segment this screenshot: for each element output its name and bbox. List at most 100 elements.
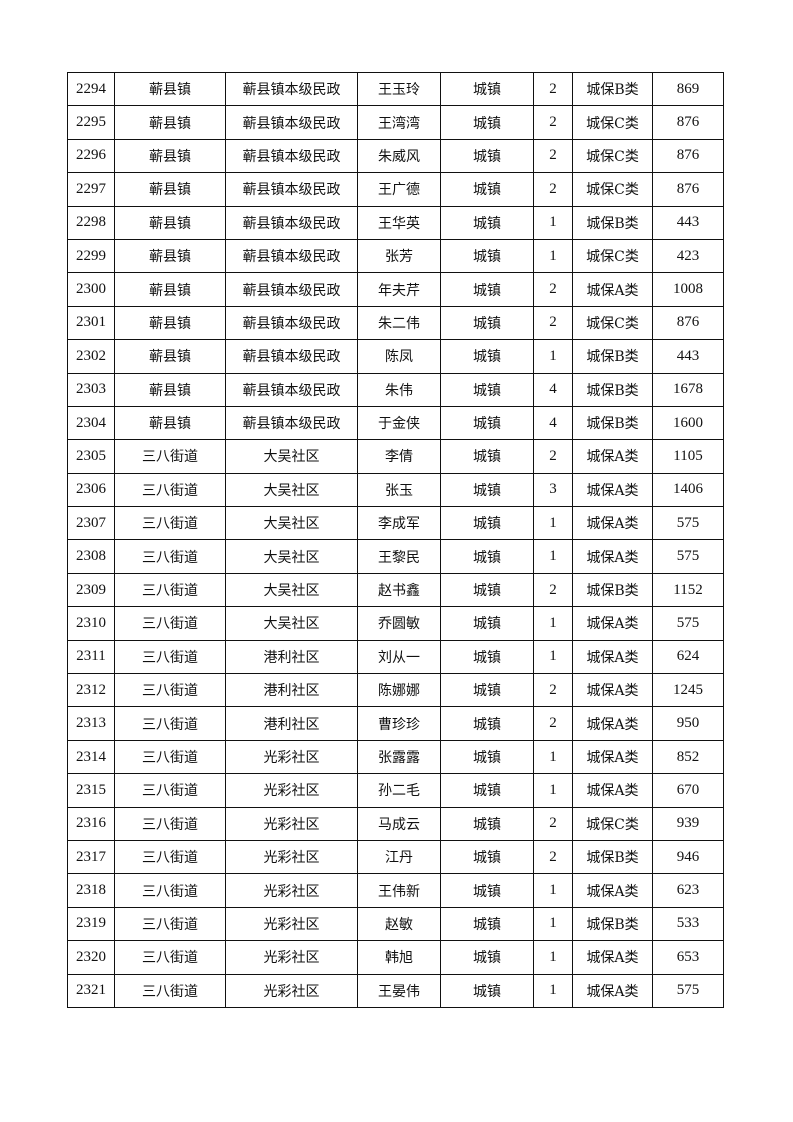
household-size-cell: 4 [533, 405, 573, 441]
name-cell: 李成军 [357, 506, 441, 541]
name-cell: 王华英 [357, 205, 441, 240]
town-cell: 蕲县镇 [114, 238, 226, 274]
amount-cell: 1245 [652, 673, 724, 708]
household-size-cell: 2 [533, 105, 573, 140]
area-type-cell: 城镇 [440, 506, 534, 541]
household-size-cell: 1 [533, 205, 573, 240]
amount-cell: 1105 [652, 439, 724, 474]
table-row: 2296 蕲县镇 蕲县镇本级民政 朱威风 城镇 2 城保C类 876 [67, 138, 724, 174]
category-cell: 城保B类 [572, 572, 653, 608]
area-type-cell: 城镇 [440, 172, 534, 207]
name-cell: 王广德 [357, 172, 441, 207]
name-cell: 王伟新 [357, 873, 441, 908]
row-number-cell: 2313 [67, 706, 115, 741]
area-type-cell: 城镇 [440, 773, 534, 808]
row-number-cell: 2300 [67, 272, 115, 307]
category-cell: 城保A类 [572, 439, 653, 474]
town-cell: 三八街道 [114, 572, 226, 608]
town-cell: 蕲县镇 [114, 272, 226, 307]
community-cell: 光彩社区 [225, 739, 358, 775]
community-cell: 大吴社区 [225, 572, 358, 608]
town-cell: 蕲县镇 [114, 138, 226, 174]
household-size-cell: 1 [533, 539, 573, 574]
area-type-cell: 城镇 [440, 105, 534, 140]
table-row: 2314 三八街道 光彩社区 张露露 城镇 1 城保A类 852 [67, 739, 724, 775]
category-cell: 城保B类 [572, 71, 653, 107]
household-size-cell: 2 [533, 71, 573, 107]
name-cell: 陈娜娜 [357, 673, 441, 708]
row-number-cell: 2294 [67, 71, 115, 107]
table-row: 2318 三八街道 光彩社区 王伟新 城镇 1 城保A类 623 [67, 873, 724, 908]
table-row: 2294 蕲县镇 蕲县镇本级民政 王玉玲 城镇 2 城保B类 869 [67, 71, 724, 107]
row-number-cell: 2302 [67, 339, 115, 374]
name-cell: 张露露 [357, 739, 441, 775]
records-table: 2294 蕲县镇 蕲县镇本级民政 王玉玲 城镇 2 城保B类 869 2295 蕲县镇 蕲县镇本级民… [67, 71, 724, 1008]
row-number-cell: 2315 [67, 773, 115, 808]
name-cell: 朱二伟 [357, 305, 441, 341]
row-number-cell: 2306 [67, 472, 115, 508]
area-type-cell: 城镇 [440, 706, 534, 741]
community-cell: 蕲县镇本级民政 [225, 272, 358, 307]
town-cell: 蕲县镇 [114, 339, 226, 374]
category-cell: 城保C类 [572, 305, 653, 341]
row-number-cell: 2320 [67, 940, 115, 975]
community-cell: 光彩社区 [225, 839, 358, 875]
amount-cell: 443 [652, 205, 724, 240]
town-cell: 三八街道 [114, 472, 226, 508]
category-cell: 城保B类 [572, 339, 653, 374]
town-cell: 蕲县镇 [114, 372, 226, 407]
category-cell: 城保A类 [572, 673, 653, 708]
row-number-cell: 2307 [67, 506, 115, 541]
community-cell: 光彩社区 [225, 773, 358, 808]
community-cell: 光彩社区 [225, 806, 358, 841]
category-cell: 城保C类 [572, 806, 653, 841]
row-number-cell: 2319 [67, 906, 115, 942]
area-type-cell: 城镇 [440, 739, 534, 775]
table-row: 2320 三八街道 光彩社区 韩旭 城镇 1 城保A类 653 [67, 940, 724, 975]
town-cell: 三八街道 [114, 606, 226, 641]
table-row: 2312 三八街道 港利社区 陈娜娜 城镇 2 城保A类 1245 [67, 673, 724, 708]
town-cell: 三八街道 [114, 706, 226, 741]
town-cell: 三八街道 [114, 940, 226, 975]
category-cell: 城保A类 [572, 706, 653, 741]
table-row: 2298 蕲县镇 蕲县镇本级民政 王华英 城镇 1 城保B类 443 [67, 205, 724, 240]
town-cell: 蕲县镇 [114, 305, 226, 341]
community-cell: 蕲县镇本级民政 [225, 138, 358, 174]
name-cell: 张玉 [357, 472, 441, 508]
row-number-cell: 2316 [67, 806, 115, 841]
amount-cell: 575 [652, 506, 724, 541]
category-cell: 城保B类 [572, 205, 653, 240]
table-row: 2308 三八街道 大吴社区 王黎民 城镇 1 城保A类 575 [67, 539, 724, 574]
table-row: 2304 蕲县镇 蕲县镇本级民政 于金侠 城镇 4 城保B类 1600 [67, 405, 724, 441]
community-cell: 光彩社区 [225, 873, 358, 908]
household-size-cell: 2 [533, 272, 573, 307]
row-number-cell: 2295 [67, 105, 115, 140]
category-cell: 城保C类 [572, 172, 653, 207]
row-number-cell: 2303 [67, 372, 115, 407]
category-cell: 城保A类 [572, 940, 653, 975]
household-size-cell: 1 [533, 639, 573, 675]
town-cell: 三八街道 [114, 639, 226, 675]
area-type-cell: 城镇 [440, 472, 534, 508]
amount-cell: 1678 [652, 372, 724, 407]
community-cell: 蕲县镇本级民政 [225, 105, 358, 140]
name-cell: 韩旭 [357, 940, 441, 975]
name-cell: 孙二毛 [357, 773, 441, 808]
town-cell: 三八街道 [114, 773, 226, 808]
household-size-cell: 1 [533, 238, 573, 274]
category-cell: 城保C类 [572, 238, 653, 274]
household-size-cell: 2 [533, 572, 573, 608]
household-size-cell: 1 [533, 973, 573, 1008]
household-size-cell: 2 [533, 138, 573, 174]
table-row: 2295 蕲县镇 蕲县镇本级民政 王湾湾 城镇 2 城保C类 876 [67, 105, 724, 140]
town-cell: 三八街道 [114, 506, 226, 541]
amount-cell: 575 [652, 539, 724, 574]
row-number-cell: 2305 [67, 439, 115, 474]
amount-cell: 1600 [652, 405, 724, 441]
amount-cell: 852 [652, 739, 724, 775]
community-cell: 港利社区 [225, 639, 358, 675]
area-type-cell: 城镇 [440, 572, 534, 608]
town-cell: 三八街道 [114, 739, 226, 775]
community-cell: 蕲县镇本级民政 [225, 339, 358, 374]
row-number-cell: 2318 [67, 873, 115, 908]
